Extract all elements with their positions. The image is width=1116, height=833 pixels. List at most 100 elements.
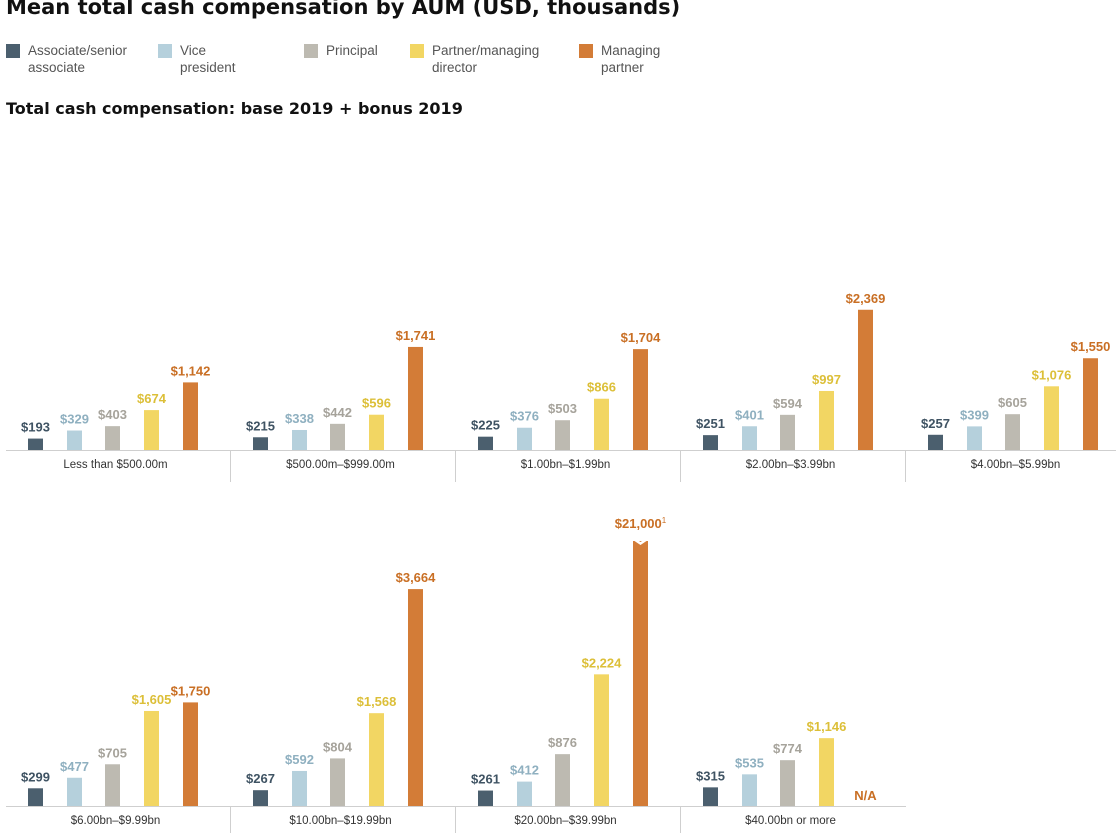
data-label: $299: [21, 769, 50, 784]
legend-swatch: [304, 44, 318, 58]
category-label: $20.00bn–$39.99bn: [514, 815, 616, 827]
legend-item: Managing partner: [579, 42, 660, 76]
bar: [478, 790, 493, 806]
bar: [330, 423, 345, 450]
data-label: $535: [735, 755, 764, 770]
legend-item: Associate/senior associate: [6, 42, 127, 76]
bar: [517, 781, 532, 806]
data-label: $1,750: [171, 683, 211, 698]
chart-title: Mean total cash compensation by AUM (USD…: [6, 0, 681, 19]
bar: [742, 774, 757, 806]
data-label: $329: [60, 412, 89, 427]
legend-label: Principal: [326, 43, 378, 58]
bar: [28, 788, 43, 806]
category-label: $500.00m–$999.00m: [286, 459, 395, 471]
data-label: $1,704: [621, 330, 662, 345]
data-label: $876: [548, 735, 577, 750]
bar: [105, 764, 120, 806]
data-label: $267: [246, 771, 275, 786]
data-label: $2,369: [846, 291, 886, 306]
data-label: $1,605: [132, 692, 172, 707]
legend-swatch: [158, 44, 172, 58]
data-label: $251: [696, 416, 725, 431]
category-label: $1.00bn–$1.99bn: [521, 459, 611, 471]
legend-swatch: [579, 44, 593, 58]
legend-label: Managing partner: [601, 43, 661, 75]
data-label: $592: [285, 752, 314, 767]
bar: [1083, 358, 1098, 450]
bar: [633, 349, 648, 450]
data-label: $1,146: [807, 719, 847, 734]
bar: [292, 770, 307, 806]
bar: [967, 426, 982, 450]
bar: [594, 674, 609, 806]
bar: [858, 309, 873, 450]
data-label: $442: [323, 405, 352, 420]
footnote-mark: 1: [662, 516, 667, 525]
bar: [1005, 414, 1020, 450]
legend-label: Vice president: [180, 43, 236, 75]
data-label: $193: [21, 420, 50, 435]
data-label: $261: [471, 772, 500, 787]
bar: [292, 429, 307, 450]
data-label: $866: [587, 380, 616, 395]
bar: [555, 754, 570, 806]
bar: [819, 390, 834, 450]
legend-item: Principal: [304, 42, 378, 59]
bar: [408, 346, 423, 450]
data-label: $403: [98, 407, 127, 422]
data-label: $21,0001: [615, 516, 667, 531]
data-label: $376: [510, 409, 539, 424]
data-label: $605: [998, 395, 1027, 410]
data-label: $1,076: [1032, 367, 1072, 382]
bar: [555, 420, 570, 450]
category-label: $40.00bn or more: [745, 815, 836, 827]
data-label: $477: [60, 759, 89, 774]
bar: [144, 710, 159, 806]
bar: [633, 541, 648, 806]
bar: [28, 438, 43, 450]
data-label: $3,664: [396, 570, 437, 585]
data-label: $225: [471, 418, 500, 433]
data-label: $1,142: [171, 363, 211, 378]
data-label: $594: [773, 396, 803, 411]
legend-swatch: [410, 44, 424, 58]
bar: [408, 589, 423, 806]
data-label: $399: [960, 407, 989, 422]
data-label: $2,224: [582, 655, 623, 670]
bar: [928, 434, 943, 450]
bar: [67, 777, 82, 806]
data-label: $1,550: [1071, 339, 1111, 354]
data-label: $503: [548, 401, 577, 416]
bar: [67, 430, 82, 450]
chart-subtitle: Total cash compensation: base 2019 + bon…: [6, 99, 463, 118]
category-label: $2.00bn–$3.99bn: [746, 459, 836, 471]
bar: [183, 382, 198, 450]
category-label: Less than $500.00m: [63, 459, 167, 471]
data-label: $338: [285, 411, 314, 426]
category-label: $4.00bn–$5.99bn: [971, 459, 1061, 471]
data-label: $674: [137, 391, 167, 406]
bar: [478, 436, 493, 450]
bar: [742, 426, 757, 450]
data-label: $705: [98, 745, 127, 760]
bar: [819, 738, 834, 806]
bar-break: [633, 537, 648, 545]
bar: [703, 787, 718, 806]
category-label: $10.00bn–$19.99bn: [289, 815, 391, 827]
data-label: $412: [510, 763, 539, 778]
bar: [369, 713, 384, 806]
bar: [1044, 386, 1059, 450]
bar: [253, 790, 268, 806]
legend-label: Associate/senior associate: [28, 43, 128, 75]
bar: [253, 437, 268, 450]
data-label: $997: [812, 372, 841, 387]
data-label: $774: [773, 741, 803, 756]
bar: [703, 435, 718, 450]
bar: [183, 702, 198, 806]
data-label: $1,741: [396, 328, 436, 343]
legend-swatch: [6, 44, 20, 58]
data-label: $401: [735, 407, 764, 422]
bar: [594, 398, 609, 450]
data-label: $804: [323, 739, 353, 754]
